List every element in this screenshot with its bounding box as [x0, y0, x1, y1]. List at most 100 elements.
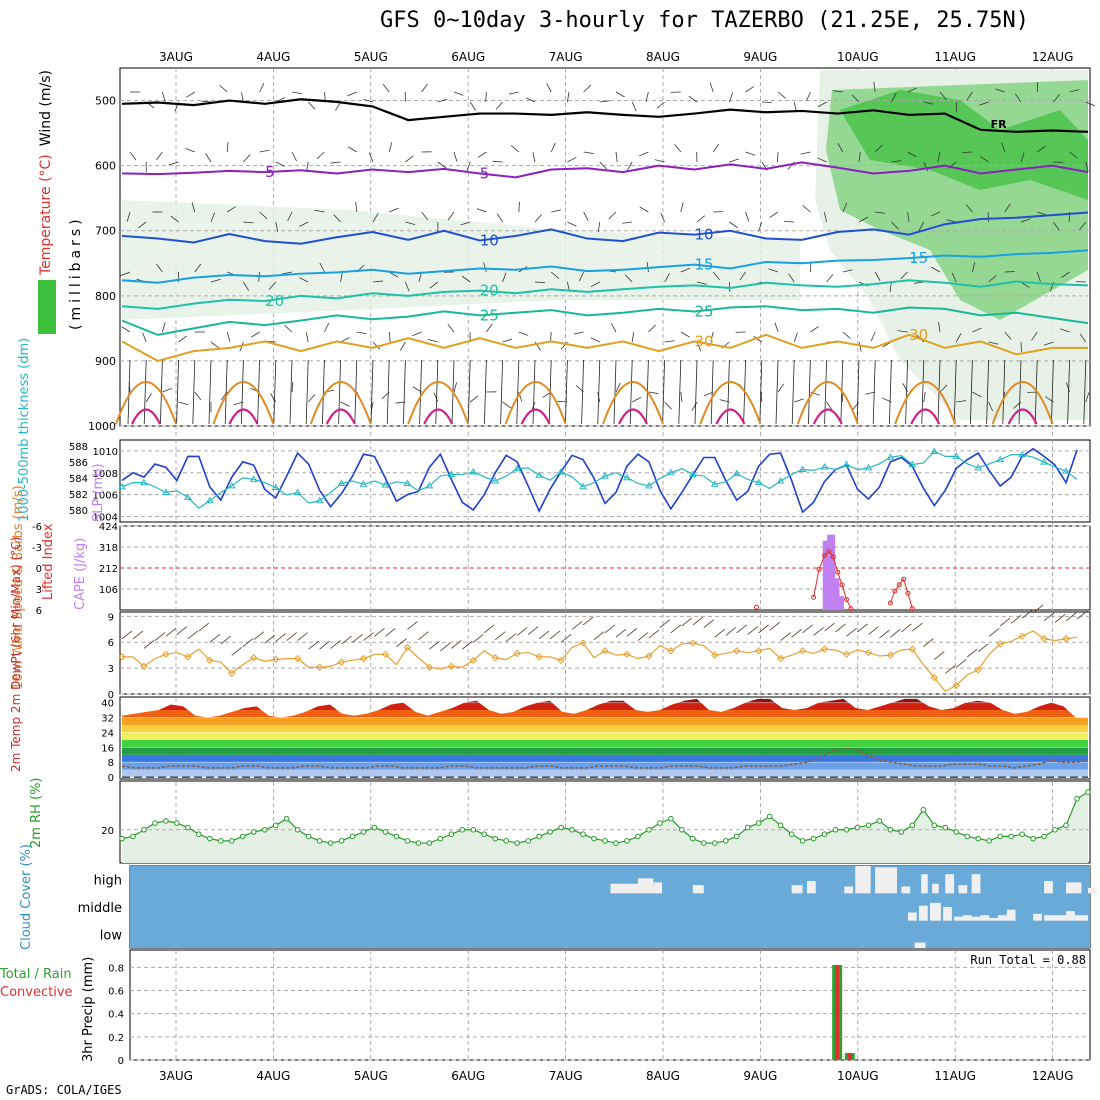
wind-barb — [324, 322, 330, 333]
wind-barb — [645, 91, 649, 102]
wind-barb — [851, 94, 860, 103]
wind-barb-staff — [970, 359, 973, 425]
wind-barb-10m — [440, 642, 451, 652]
wind-barb-10m — [253, 631, 264, 641]
thickness-point — [557, 468, 565, 475]
rh-point — [272, 822, 279, 829]
cape-tick-label: 212 — [99, 564, 118, 575]
lifted-index-point — [830, 554, 836, 560]
wind-barb-staff — [305, 359, 309, 425]
wind-barb — [1079, 333, 1087, 343]
rh-point — [953, 829, 960, 835]
wind-barb — [615, 151, 618, 162]
wind-barb-staff — [419, 359, 422, 425]
wind-barb — [995, 88, 1005, 93]
wind-speed-point — [645, 652, 653, 660]
cape-axis-label: CAPE (J/kg) — [73, 538, 88, 610]
wind-barb — [696, 341, 702, 352]
wind-barb-staff — [1067, 359, 1070, 425]
wind-barb — [534, 214, 542, 223]
wind-barb-staff — [484, 359, 487, 425]
lifted-index-point — [811, 594, 817, 600]
wind-barb — [777, 383, 785, 393]
wind-barb-10m — [780, 632, 791, 641]
wind-barb-staff — [208, 359, 212, 425]
wind-speed-point — [908, 645, 917, 653]
rh-point — [777, 822, 784, 829]
wind-barb — [340, 401, 350, 407]
wind-barb — [639, 206, 649, 213]
wind-barb — [610, 322, 617, 333]
wind-barb-staff — [1002, 359, 1006, 425]
page-title: GFS 0~10day 3-hourly for TAZERBO (21.25E… — [380, 8, 1030, 33]
wind-barb — [907, 211, 910, 222]
wind-barb — [648, 324, 656, 333]
wind-barb — [518, 331, 529, 336]
wind-barb-10m — [286, 632, 297, 641]
wind-barb — [1053, 93, 1061, 103]
wind-barb-10m — [736, 624, 747, 634]
temp-contour-40 — [520, 408, 551, 425]
wind-barb — [347, 91, 357, 97]
wind-barb — [1027, 391, 1038, 393]
rh-point — [404, 838, 411, 844]
thickness-point — [666, 468, 675, 476]
rh-point — [448, 831, 455, 837]
wind-barb — [660, 212, 665, 223]
wind-barb — [307, 101, 316, 110]
wind-barb-10m — [143, 640, 155, 649]
wind-barb — [226, 331, 231, 342]
wind-barb — [372, 213, 379, 223]
cloud-fill-middle — [929, 902, 941, 921]
wind-barb — [900, 271, 908, 280]
wind-barb-10m — [846, 627, 857, 637]
wind-barb-10m — [264, 634, 275, 644]
rh-point — [152, 820, 158, 826]
rh-point — [810, 835, 817, 842]
wind-barb — [356, 331, 367, 335]
wind-barb-staff — [338, 359, 341, 425]
wind-barb — [631, 101, 637, 112]
x-tick-top: 3AUG — [159, 50, 193, 64]
rh-point — [898, 829, 905, 835]
wind-speed-point — [403, 643, 412, 652]
wind-barb — [388, 271, 398, 278]
wind-barb — [913, 281, 924, 284]
cape-bar — [835, 596, 844, 610]
cloud-fill-high — [791, 885, 803, 894]
slp-tick-label: 1004 — [93, 513, 118, 524]
wind-speed-point — [974, 666, 982, 674]
wind-barb — [496, 213, 503, 223]
wind-barb — [696, 215, 706, 223]
temperature-contour-label: 25 — [694, 302, 713, 320]
wind-barb-10m — [538, 630, 550, 640]
wind-barb-10m — [703, 619, 715, 628]
temp-contour-35 — [991, 381, 1054, 425]
thickness-point — [908, 460, 917, 468]
wind-barb-10m — [923, 638, 934, 647]
thickness-point — [842, 460, 851, 468]
temperature-contour-label: 30 — [694, 332, 713, 350]
wind-barb — [567, 221, 577, 227]
wind-speed-point — [1040, 635, 1048, 643]
wind-speed-point — [798, 647, 807, 655]
wind-barb-10m — [516, 627, 528, 636]
rh-point — [382, 829, 389, 835]
thickness-point — [1018, 450, 1027, 458]
wind-barb — [170, 215, 179, 223]
wind-barb — [987, 211, 989, 223]
wind-barb — [931, 266, 941, 273]
wind-speed-point — [733, 647, 741, 655]
wind-barb-10m — [769, 621, 780, 631]
cloud-fill-low — [914, 942, 926, 948]
wind-barb-10m — [209, 634, 221, 643]
rh-point — [854, 824, 861, 831]
thickness-point — [162, 488, 170, 495]
temp-contour-35 — [212, 381, 275, 425]
thickness-point — [732, 469, 741, 477]
li-tick-label: -6 — [32, 522, 42, 533]
wind-barb — [608, 211, 617, 220]
wind-barb-10m — [319, 640, 330, 650]
wind-speed-point — [184, 653, 192, 661]
wind-barb — [624, 274, 633, 283]
